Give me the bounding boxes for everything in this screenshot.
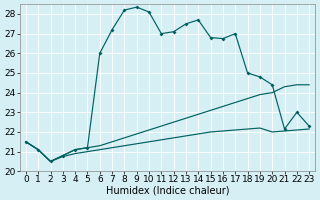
- X-axis label: Humidex (Indice chaleur): Humidex (Indice chaleur): [106, 186, 229, 196]
